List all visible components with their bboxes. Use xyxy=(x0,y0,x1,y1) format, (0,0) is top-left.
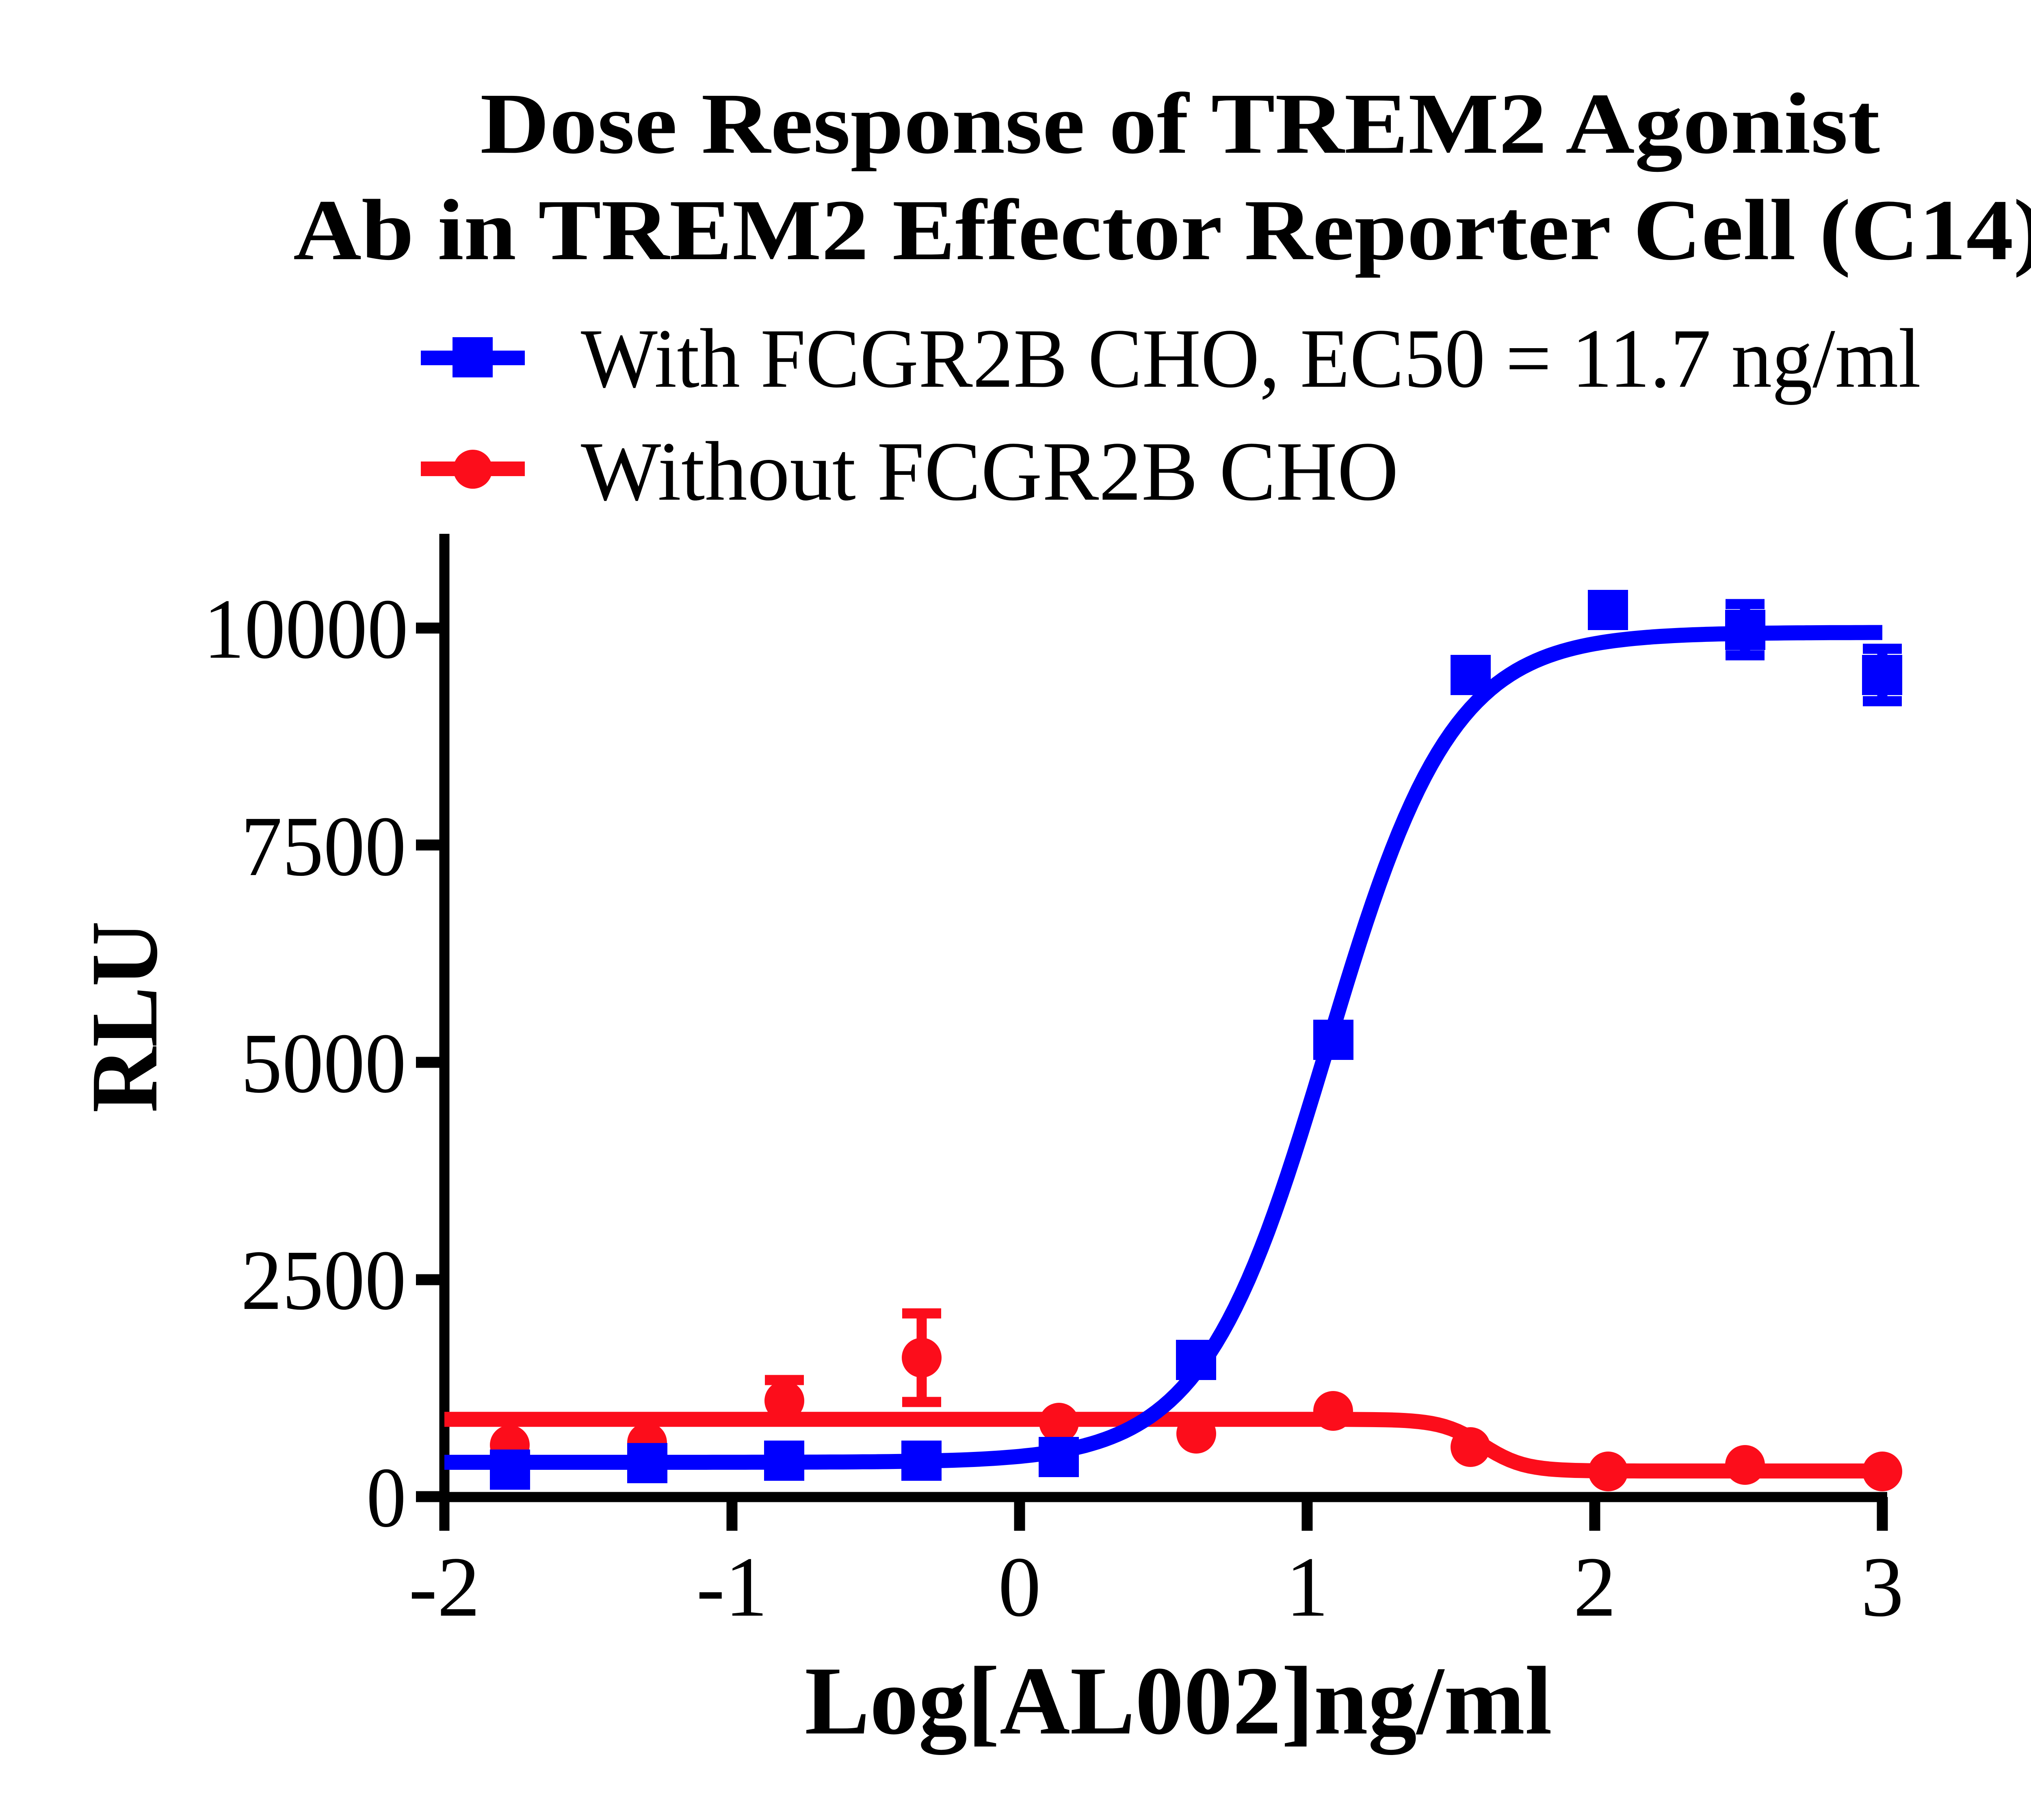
svg-text:-1: -1 xyxy=(696,1539,768,1634)
svg-text:Without FCGR2B CHO: Without FCGR2B CHO xyxy=(581,425,1399,518)
svg-text:0: 0 xyxy=(366,1450,406,1545)
svg-text:Log[AL002]ng/ml: Log[AL002]ng/ml xyxy=(805,1647,1552,1755)
svg-text:Ab in TREM2 Effector Reporter: Ab in TREM2 Effector Reporter Cell (C14) xyxy=(293,182,2031,278)
svg-text:RLU: RLU xyxy=(71,921,177,1113)
svg-text:-2: -2 xyxy=(409,1539,480,1634)
svg-text:1: 1 xyxy=(1286,1539,1329,1634)
svg-text:2500: 2500 xyxy=(241,1233,406,1328)
svg-text:3: 3 xyxy=(1861,1539,1904,1634)
svg-text:Dose Response of TREM2 Agonist: Dose Response of TREM2 Agonist xyxy=(480,76,1880,172)
svg-text:With FCGR2B CHO, EC50 = 11.7 n: With FCGR2B CHO, EC50 = 11.7 ng/ml xyxy=(581,312,1921,405)
svg-text:7500: 7500 xyxy=(241,799,406,894)
svg-text:10000: 10000 xyxy=(204,581,408,676)
svg-text:5000: 5000 xyxy=(241,1016,406,1111)
svg-text:0: 0 xyxy=(998,1539,1041,1634)
svg-text:2: 2 xyxy=(1573,1539,1616,1634)
